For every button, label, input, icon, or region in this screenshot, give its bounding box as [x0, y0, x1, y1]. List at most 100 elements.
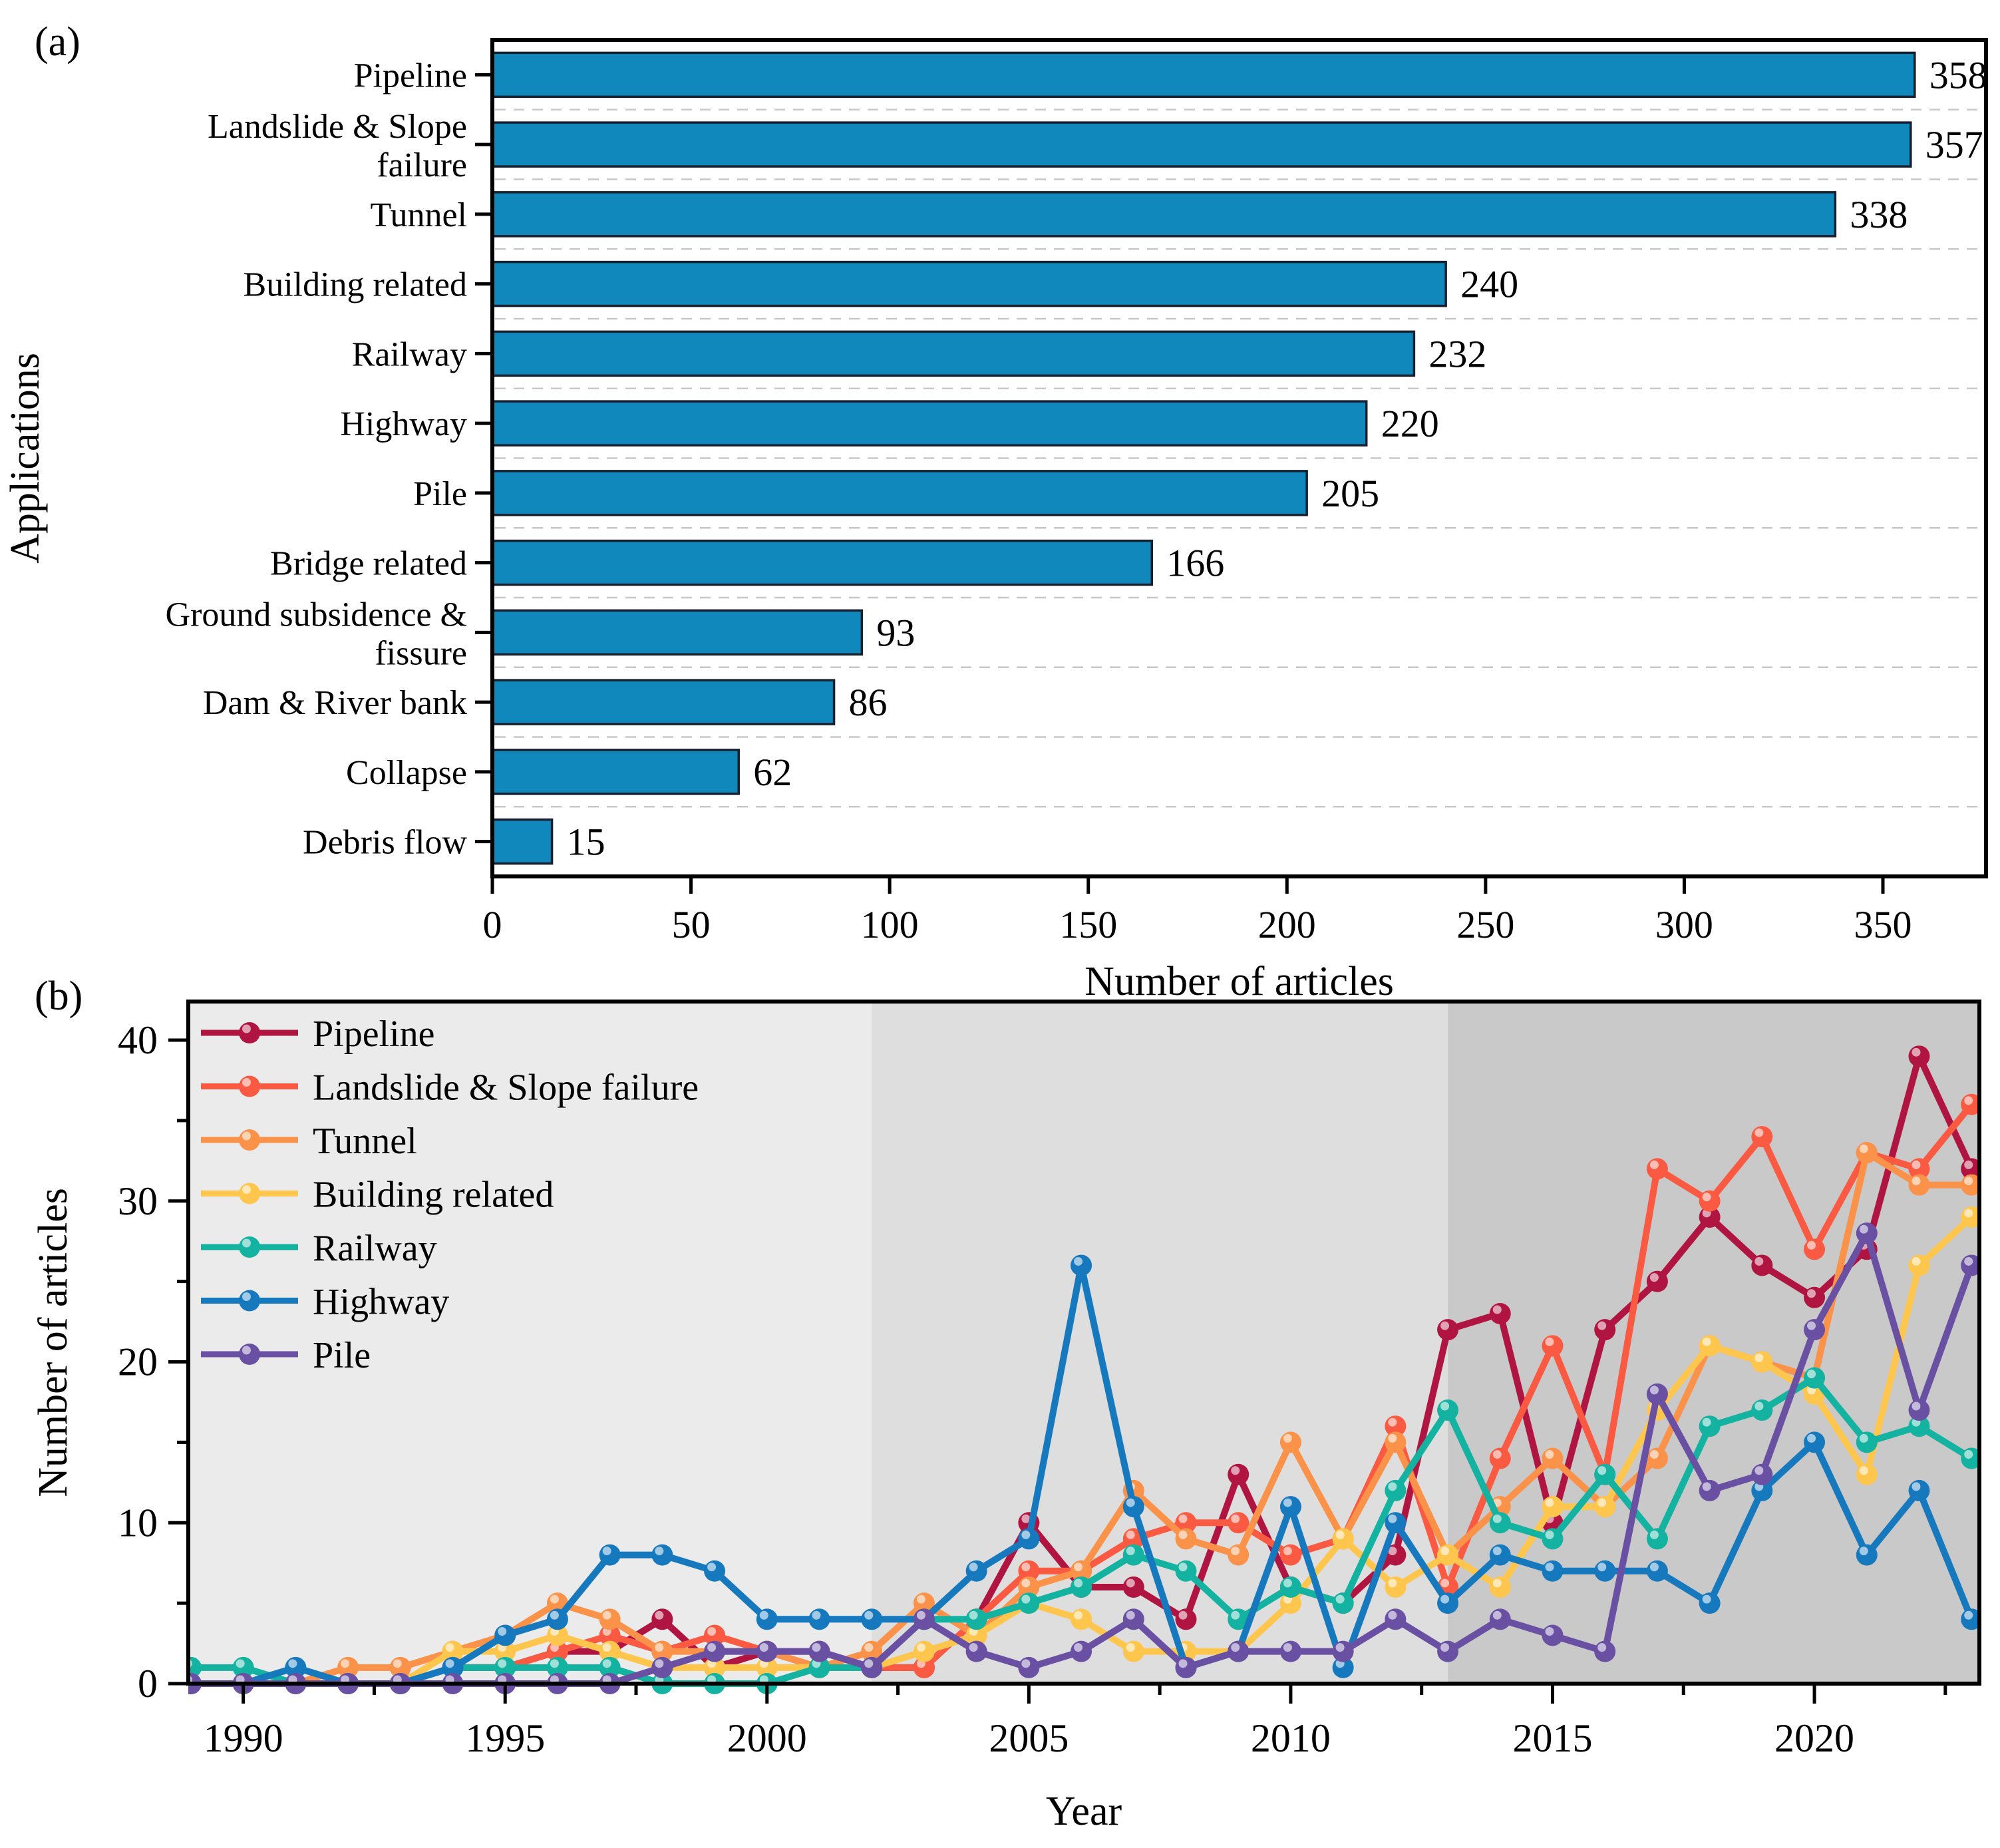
data-point: [1122, 1496, 1144, 1518]
data-point-highlight: [1964, 1450, 1973, 1459]
data-point: [1856, 1431, 1878, 1453]
data-point-highlight: [1178, 1514, 1188, 1523]
data-point-highlight: [1283, 1433, 1292, 1443]
data-point: [913, 1640, 935, 1662]
data-point-highlight: [707, 1643, 717, 1652]
data-point-highlight: [1388, 1578, 1397, 1588]
data-point-highlight: [1807, 1289, 1816, 1298]
data-point-highlight: [1964, 1610, 1973, 1620]
data-point-highlight: [1492, 1578, 1502, 1588]
data-point: [1594, 1560, 1616, 1582]
data-point-highlight: [655, 1643, 664, 1652]
data-point: [704, 1560, 726, 1582]
legend-marker: [239, 1183, 260, 1204]
data-point: [1279, 1544, 1301, 1566]
y-axis-title-b: Number of articles: [31, 1188, 76, 1497]
data-point-highlight: [1912, 1160, 1921, 1169]
data-point: [1071, 1640, 1092, 1662]
legend-label: Landslide & Slope failure: [313, 1067, 699, 1109]
data-point: [651, 1608, 673, 1630]
data-point-highlight: [1021, 1578, 1031, 1588]
data-point-highlight: [1126, 1578, 1135, 1588]
data-point-highlight: [602, 1643, 611, 1652]
category-label: Building related: [244, 266, 467, 304]
data-point-highlight: [1178, 1530, 1188, 1539]
data-point-highlight: [1440, 1643, 1450, 1652]
data-point: [1699, 1415, 1721, 1437]
y-tick-label: 20: [118, 1340, 158, 1384]
y-tick-label: 40: [118, 1018, 158, 1062]
data-point: [1594, 1496, 1616, 1518]
legend-marker-highlight: [242, 1185, 251, 1194]
data-point-highlight: [1283, 1578, 1292, 1588]
data-point-highlight: [1859, 1224, 1868, 1234]
data-point-highlight: [393, 1659, 402, 1668]
bar-value-label: 232: [1428, 332, 1486, 375]
data-point: [1646, 1528, 1668, 1550]
data-point-highlight: [1912, 1047, 1921, 1057]
data-point-highlight: [864, 1610, 874, 1620]
data-point-highlight: [1964, 1160, 1973, 1169]
plot-frame-b: [186, 1000, 1981, 1686]
data-point-highlight: [1231, 1643, 1240, 1652]
data-point-highlight: [1231, 1547, 1240, 1556]
data-point: [1856, 1463, 1878, 1485]
data-point-highlight: [1597, 1321, 1607, 1330]
category-label: fissure: [375, 634, 467, 672]
data-point: [1385, 1576, 1407, 1598]
data-point-highlight: [655, 1610, 664, 1620]
data-point-highlight: [1074, 1643, 1083, 1652]
data-point: [808, 1608, 830, 1630]
data-point-highlight: [1912, 1256, 1921, 1266]
data-point: [1804, 1431, 1826, 1453]
data-point: [599, 1608, 621, 1630]
legend-marker: [239, 1290, 260, 1312]
data-point-highlight: [864, 1659, 874, 1668]
data-point: [965, 1608, 987, 1630]
data-point-highlight: [1126, 1530, 1135, 1539]
data-point: [704, 1640, 726, 1662]
bar: [491, 749, 740, 795]
data-point: [1228, 1512, 1250, 1534]
data-point: [1175, 1608, 1197, 1630]
data-point: [756, 1640, 778, 1662]
data-point-highlight: [1754, 1466, 1764, 1475]
bar: [491, 818, 554, 865]
data-point-highlight: [498, 1626, 507, 1636]
data-point-highlight: [1964, 1177, 1973, 1186]
legend-label: Highway: [313, 1282, 449, 1323]
data-point: [494, 1624, 516, 1646]
data-point: [861, 1656, 883, 1678]
data-point: [1228, 1640, 1250, 1662]
x-axis-title-a: Number of articles: [1084, 959, 1394, 998]
data-point-highlight: [916, 1594, 925, 1604]
data-point-highlight: [550, 1659, 559, 1668]
data-point-highlight: [707, 1563, 717, 1572]
data-point: [1122, 1544, 1144, 1566]
data-point-highlight: [602, 1610, 611, 1620]
data-point: [1437, 1319, 1459, 1341]
category-label: Highway: [340, 405, 467, 443]
data-point-highlight: [550, 1594, 559, 1604]
data-point-highlight: [1388, 1417, 1397, 1427]
data-point-highlight: [1126, 1643, 1135, 1652]
data-point: [1437, 1640, 1459, 1662]
data-point-highlight: [550, 1610, 559, 1620]
data-point-highlight: [1545, 1498, 1554, 1507]
data-point-highlight: [1545, 1337, 1554, 1346]
plot-frame-a: [490, 38, 1988, 878]
data-point-highlight: [1545, 1626, 1554, 1636]
data-point-highlight: [1021, 1594, 1031, 1604]
data-point-highlight: [1388, 1514, 1397, 1523]
data-point-highlight: [1231, 1466, 1240, 1475]
data-point: [1908, 1174, 1930, 1196]
legend-marker: [239, 1022, 260, 1043]
data-point-highlight: [655, 1659, 664, 1668]
data-point-highlight: [1702, 1193, 1711, 1202]
category-label: Railway: [352, 335, 467, 373]
bar: [491, 400, 1368, 447]
data-point: [1489, 1302, 1511, 1324]
x-tick-label: 2000: [727, 1716, 807, 1760]
data-point-highlight: [288, 1659, 297, 1668]
